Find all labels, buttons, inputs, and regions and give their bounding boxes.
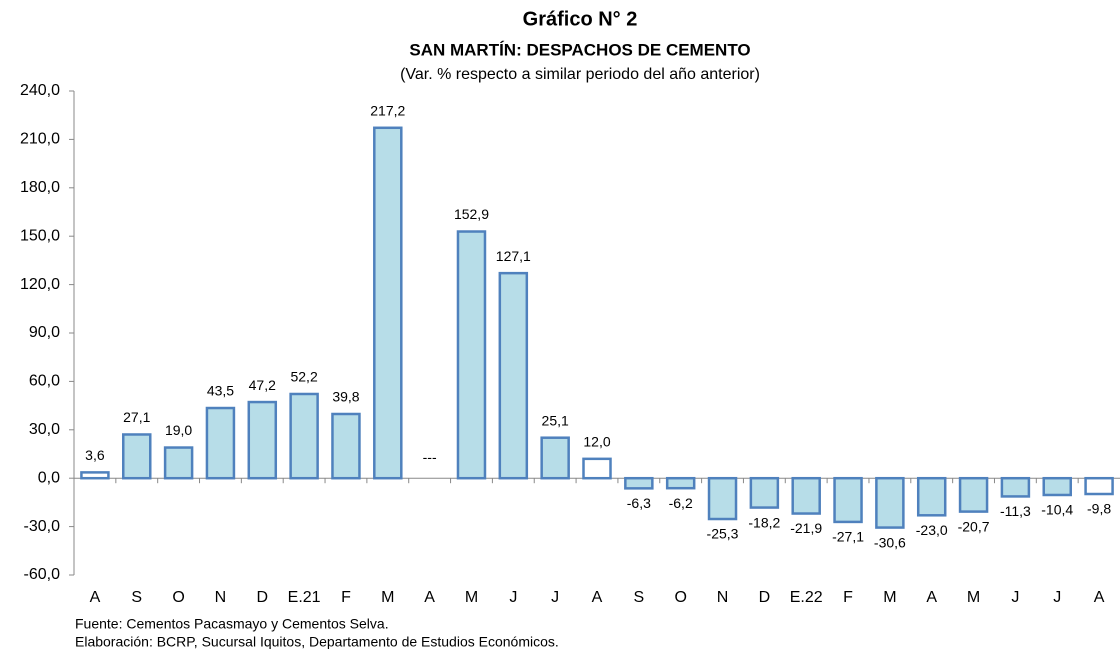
- data-label: 152,9: [454, 206, 489, 222]
- x-tick-label: F: [341, 589, 351, 606]
- bar: [331, 412, 361, 480]
- y-tick-label: 210,0: [20, 131, 60, 148]
- x-tick-label: J: [1011, 589, 1019, 606]
- data-label: -27,1: [832, 529, 864, 545]
- bar: [289, 392, 319, 480]
- x-tick-label: M: [883, 589, 896, 606]
- x-tick-label: F: [843, 589, 853, 606]
- data-label: 47,2: [249, 377, 276, 393]
- bar: [958, 476, 989, 513]
- data-label: 19,0: [165, 422, 192, 438]
- x-tick-label: O: [674, 589, 686, 606]
- x-tick-label: A: [90, 589, 101, 606]
- data-label: 127,1: [496, 248, 531, 264]
- x-tick-label: D: [759, 589, 771, 606]
- data-label: 52,2: [290, 369, 317, 385]
- y-tick-label: 150,0: [20, 227, 60, 244]
- footnote: Elaboración: BCRP, Sucursal Iquitos, Dep…: [75, 634, 559, 649]
- x-tick-label: J: [551, 589, 559, 606]
- data-label: -30,6: [874, 534, 906, 550]
- x-tick-label: M: [967, 589, 980, 606]
- y-tick-label: -30,0: [24, 518, 61, 535]
- y-tick-label: 60,0: [29, 373, 60, 390]
- data-label: -11,3: [1000, 503, 1031, 519]
- data-label: -18,2: [748, 514, 780, 530]
- y-axis-label: (Var. % respecto a similar periodo del a…: [400, 66, 760, 83]
- x-tick-label: D: [256, 589, 268, 606]
- chart-subtitle: SAN MARTÍN: DESPACHOS DE CEMENTO: [409, 40, 750, 59]
- bar: [498, 271, 529, 480]
- footnote: Fuente: Cementos Pacasmayo y Cementos Se…: [75, 616, 389, 632]
- x-tick-label: N: [215, 589, 227, 606]
- x-tick-label: A: [926, 589, 937, 606]
- data-label: -6,3: [627, 495, 651, 511]
- x-tick-label: A: [424, 589, 435, 606]
- x-tick-label: O: [172, 589, 184, 606]
- chart-title: Gráfico N° 2: [523, 8, 638, 30]
- x-tick-label: E.22: [790, 589, 823, 606]
- bar: [373, 126, 403, 480]
- x-tick-label: S: [634, 589, 645, 606]
- x-tick-label: E.21: [288, 589, 321, 606]
- bar: [875, 476, 905, 529]
- bar: [833, 476, 863, 524]
- data-label: -21,9: [790, 520, 822, 536]
- bar: [749, 476, 780, 509]
- data-label: -6,2: [669, 495, 693, 511]
- y-tick-label: -60,0: [24, 566, 61, 583]
- data-label: -23,0: [916, 522, 948, 538]
- data-label: -20,7: [958, 518, 990, 534]
- data-label: -10,4: [1041, 502, 1073, 518]
- x-tick-label: A: [1094, 589, 1105, 606]
- bar: [1084, 476, 1114, 496]
- y-tick-label: 180,0: [20, 179, 60, 196]
- data-label: 12,0: [583, 434, 610, 450]
- bar: [1042, 476, 1072, 497]
- data-label: 25,1: [542, 412, 569, 428]
- bar: [665, 476, 696, 490]
- data-label: 3,6: [85, 447, 105, 463]
- bar: [582, 457, 612, 480]
- x-tick-label: J: [1053, 589, 1061, 606]
- bar: [791, 476, 821, 515]
- data-label: 27,1: [123, 409, 150, 425]
- bar: [163, 446, 194, 480]
- x-tick-label: N: [717, 589, 729, 606]
- x-tick-label: M: [465, 589, 478, 606]
- data-label: 217,2: [370, 102, 405, 118]
- bar: [205, 406, 236, 480]
- y-tick-label: 0,0: [38, 469, 60, 486]
- bar: [456, 230, 487, 480]
- data-label: 39,8: [332, 389, 359, 405]
- y-tick-label: 90,0: [29, 324, 60, 341]
- data-label: -9,8: [1087, 501, 1111, 517]
- bar: [707, 476, 738, 521]
- y-tick-label: 30,0: [29, 421, 60, 438]
- bar: [624, 476, 654, 490]
- bar: [916, 476, 947, 517]
- x-tick-label: M: [381, 589, 394, 606]
- x-tick-label: S: [131, 589, 142, 606]
- y-tick-label: 240,0: [20, 82, 60, 99]
- y-tick-label: 120,0: [20, 276, 60, 293]
- bar: [1000, 476, 1031, 498]
- bar: [80, 471, 110, 480]
- data-label: ---: [423, 449, 437, 465]
- x-tick-label: J: [509, 589, 517, 606]
- x-tick-label: A: [592, 589, 603, 606]
- data-label: 43,5: [207, 383, 234, 399]
- bar: [122, 433, 152, 480]
- data-label: -25,3: [707, 526, 739, 542]
- bar: [247, 400, 278, 480]
- bar: [540, 436, 570, 480]
